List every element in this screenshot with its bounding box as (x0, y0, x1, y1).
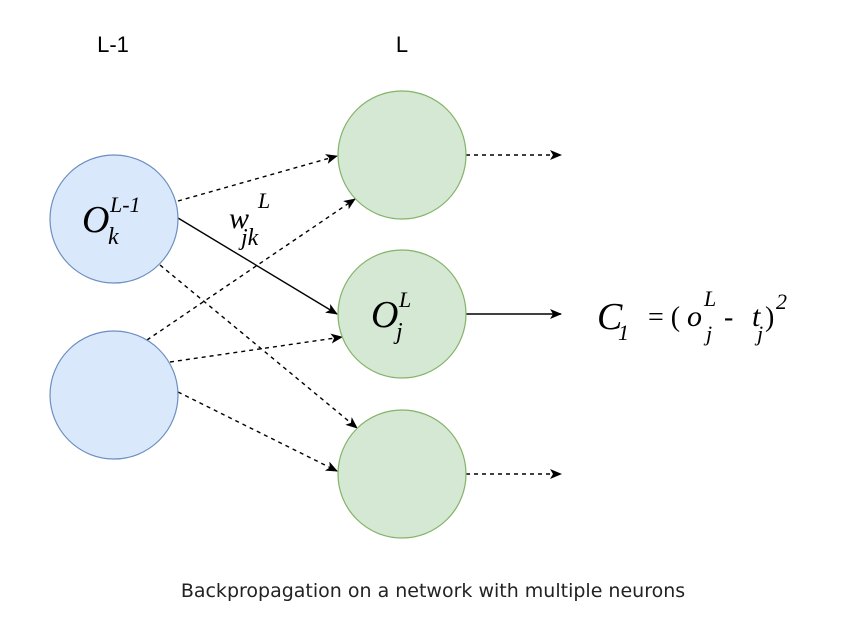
edge-input-bottom-to-output-bottom (177, 391, 338, 472)
neuron-output-middle (337, 249, 467, 379)
input-neuron-subscript: k (108, 224, 119, 250)
neuron-output-middle-label: O L j (371, 287, 411, 345)
edge-input-top-to-output-middle (177, 217, 338, 315)
cost-equation: C 1 = ( o L j - t j ) 2 (597, 286, 787, 346)
edge-input-bottom-to-output-middle (169, 333, 343, 363)
layer-label-previous: L-1 (97, 32, 129, 57)
weight-symbol: w (229, 202, 249, 235)
neuron-input-top-label: O L-1 k (82, 192, 141, 250)
cost-minus: - (724, 302, 733, 333)
edge-input-top-to-output-top (177, 154, 338, 202)
cost-t-symbol: t (752, 300, 761, 333)
cost-o-superscript: L (703, 286, 716, 311)
neuron-output-top (337, 90, 467, 220)
cost-exponent: 2 (776, 289, 787, 314)
layer-label-current: L (396, 32, 408, 57)
neuron-input-top (49, 154, 179, 284)
output-neuron-superscript: L (398, 287, 411, 312)
weight-superscript: L (257, 188, 270, 213)
cost-close-paren: ) (765, 302, 774, 333)
cost-symbol: C (597, 296, 623, 338)
cost-t-subscript: j (754, 321, 763, 346)
input-neuron-symbol: O (82, 199, 109, 241)
output-neuron-symbol: O (371, 294, 398, 336)
edge-input-bottom-to-output-top (146, 198, 356, 341)
neuron-input-bottom (49, 330, 179, 460)
edge-input-top-to-output-bottom (159, 264, 358, 429)
cost-o-subscript: j (703, 321, 712, 346)
diagram-caption: Backpropagation on a network with multip… (181, 580, 685, 602)
weight-subscript: jk (238, 225, 259, 251)
cost-o-symbol: o (687, 300, 702, 333)
output-neuron-subscript: j (393, 319, 403, 345)
input-neuron-superscript: L-1 (109, 192, 141, 217)
weight-label: w L jk (229, 188, 270, 251)
neuron-output-bottom (337, 409, 467, 539)
cost-subscript: 1 (618, 320, 629, 345)
connections (146, 150, 562, 479)
cost-equals: = ( (648, 302, 680, 333)
